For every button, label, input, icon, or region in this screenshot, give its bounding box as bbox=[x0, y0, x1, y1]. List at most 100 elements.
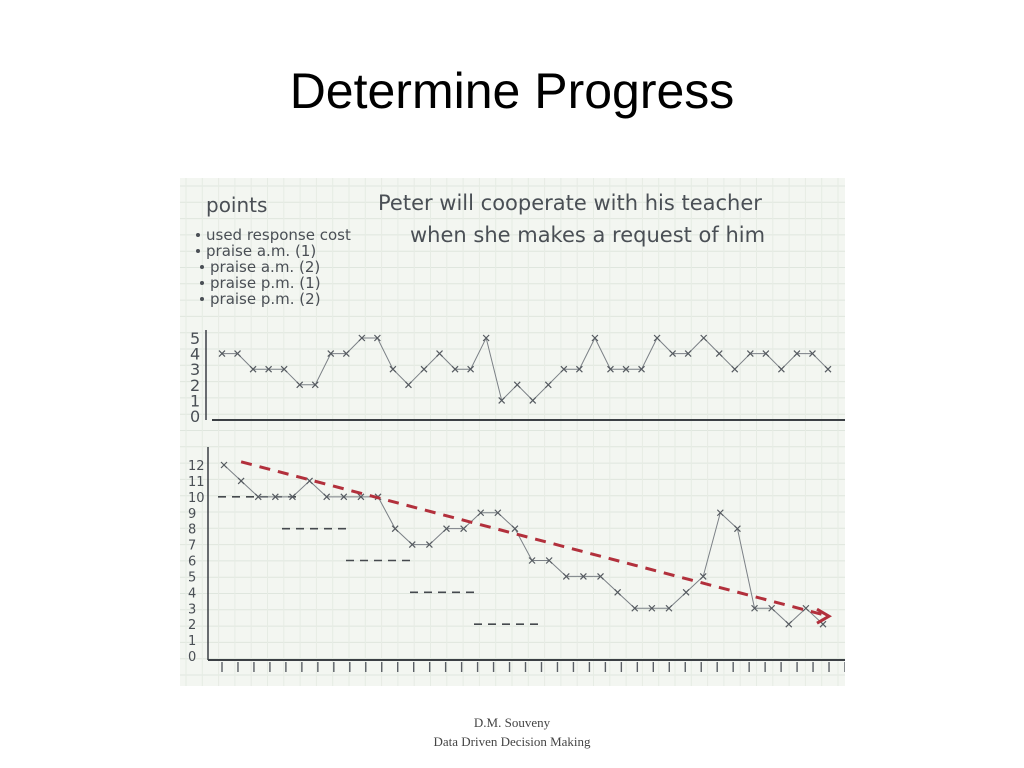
data-point bbox=[391, 525, 399, 533]
data-point bbox=[460, 525, 468, 533]
chart-title-line-2: when she makes a request of him bbox=[410, 223, 765, 247]
y-tick-label: 5 bbox=[188, 570, 196, 585]
footer-course: Data Driven Decision Making bbox=[433, 734, 591, 749]
data-point bbox=[529, 396, 537, 404]
data-point bbox=[306, 477, 313, 485]
data-point bbox=[218, 350, 226, 358]
trend-line bbox=[240, 460, 830, 618]
data-point bbox=[249, 365, 257, 373]
data-point bbox=[358, 334, 366, 342]
data-point bbox=[802, 604, 810, 612]
data-point bbox=[408, 541, 416, 549]
data-point bbox=[622, 365, 630, 373]
y-tick-label: 3 bbox=[188, 602, 196, 617]
data-point bbox=[443, 525, 450, 533]
data-point bbox=[311, 381, 319, 389]
data-point bbox=[562, 572, 570, 580]
data-point bbox=[254, 493, 262, 501]
y-tick-label: 2 bbox=[188, 618, 196, 633]
data-point bbox=[579, 572, 587, 580]
data-point bbox=[751, 604, 758, 612]
legend-item: used response cost bbox=[206, 226, 351, 244]
data-point bbox=[777, 365, 785, 373]
data-point bbox=[746, 350, 754, 358]
data-point bbox=[340, 493, 348, 501]
data-point bbox=[494, 509, 502, 517]
hand-drawn-chart: points Peter will cooperate with his tea… bbox=[180, 178, 845, 686]
data-point bbox=[669, 350, 677, 358]
data-point bbox=[768, 604, 776, 612]
y-tick-label: 4 bbox=[190, 345, 200, 364]
y-tick-label: 11 bbox=[188, 475, 205, 490]
data-point bbox=[734, 525, 741, 533]
data-point bbox=[451, 365, 459, 373]
data-point bbox=[296, 381, 304, 389]
legend-item: praise a.m. (2) bbox=[210, 258, 320, 276]
data-point bbox=[425, 541, 433, 549]
data-point bbox=[513, 381, 521, 389]
legend-bullet bbox=[196, 233, 200, 237]
data-point bbox=[653, 334, 661, 342]
data-point bbox=[785, 620, 793, 628]
y-tick-label: 12 bbox=[188, 459, 205, 474]
y-tick-label: 0 bbox=[188, 650, 196, 665]
y-tick-label: 10 bbox=[188, 491, 205, 506]
y-tick-label: 1 bbox=[190, 391, 200, 410]
y-tick-label: 0 bbox=[190, 407, 200, 426]
data-point bbox=[265, 365, 273, 373]
data-point bbox=[699, 572, 707, 580]
legend-item: praise a.m. (1) bbox=[206, 242, 316, 260]
series-line bbox=[222, 336, 829, 402]
data-point bbox=[237, 477, 245, 485]
data-point bbox=[560, 365, 568, 373]
data-point bbox=[220, 461, 228, 469]
data-point bbox=[280, 365, 288, 373]
data-point bbox=[715, 350, 723, 358]
y-tick-label: 8 bbox=[188, 523, 196, 538]
y-tick-label: 5 bbox=[190, 329, 200, 348]
data-point bbox=[575, 365, 583, 373]
legend-bullet bbox=[196, 249, 200, 253]
data-point bbox=[665, 604, 673, 612]
footer-author: D.M. Souveny bbox=[473, 715, 551, 730]
data-point bbox=[482, 334, 490, 342]
data-point bbox=[477, 509, 485, 517]
data-point bbox=[648, 604, 656, 612]
data-point bbox=[631, 604, 639, 612]
legend-item: praise p.m. (1) bbox=[210, 274, 321, 292]
legend-item: praise p.m. (2) bbox=[210, 290, 321, 308]
data-point bbox=[591, 334, 599, 342]
data-point bbox=[614, 588, 622, 596]
data-point bbox=[405, 381, 412, 389]
data-point bbox=[357, 493, 365, 501]
y-tick-label: 2 bbox=[190, 376, 200, 395]
footer: D.M. Souveny Data Driven Decision Making bbox=[0, 713, 1024, 751]
data-point bbox=[373, 334, 381, 342]
data-point bbox=[597, 572, 604, 580]
data-point bbox=[731, 365, 739, 373]
data-point bbox=[342, 350, 350, 358]
data-point bbox=[544, 381, 552, 389]
data-point bbox=[271, 493, 279, 501]
chart-title-line-1: Peter will cooperate with his teacher bbox=[378, 191, 762, 215]
data-point bbox=[323, 493, 331, 501]
data-point bbox=[638, 365, 645, 373]
legend-bullet bbox=[200, 281, 204, 285]
data-point bbox=[762, 350, 770, 358]
data-point bbox=[700, 334, 708, 342]
data-point bbox=[498, 396, 506, 404]
data-point bbox=[511, 525, 519, 533]
data-point bbox=[327, 350, 335, 358]
data-point bbox=[389, 365, 397, 373]
y-tick-label: 4 bbox=[188, 586, 196, 601]
data-point bbox=[528, 557, 536, 564]
data-point bbox=[607, 365, 614, 373]
data-point bbox=[684, 350, 692, 358]
data-point bbox=[436, 350, 443, 358]
data-point bbox=[793, 350, 801, 358]
y-tick-label: 6 bbox=[188, 555, 196, 570]
data-point bbox=[824, 365, 832, 373]
